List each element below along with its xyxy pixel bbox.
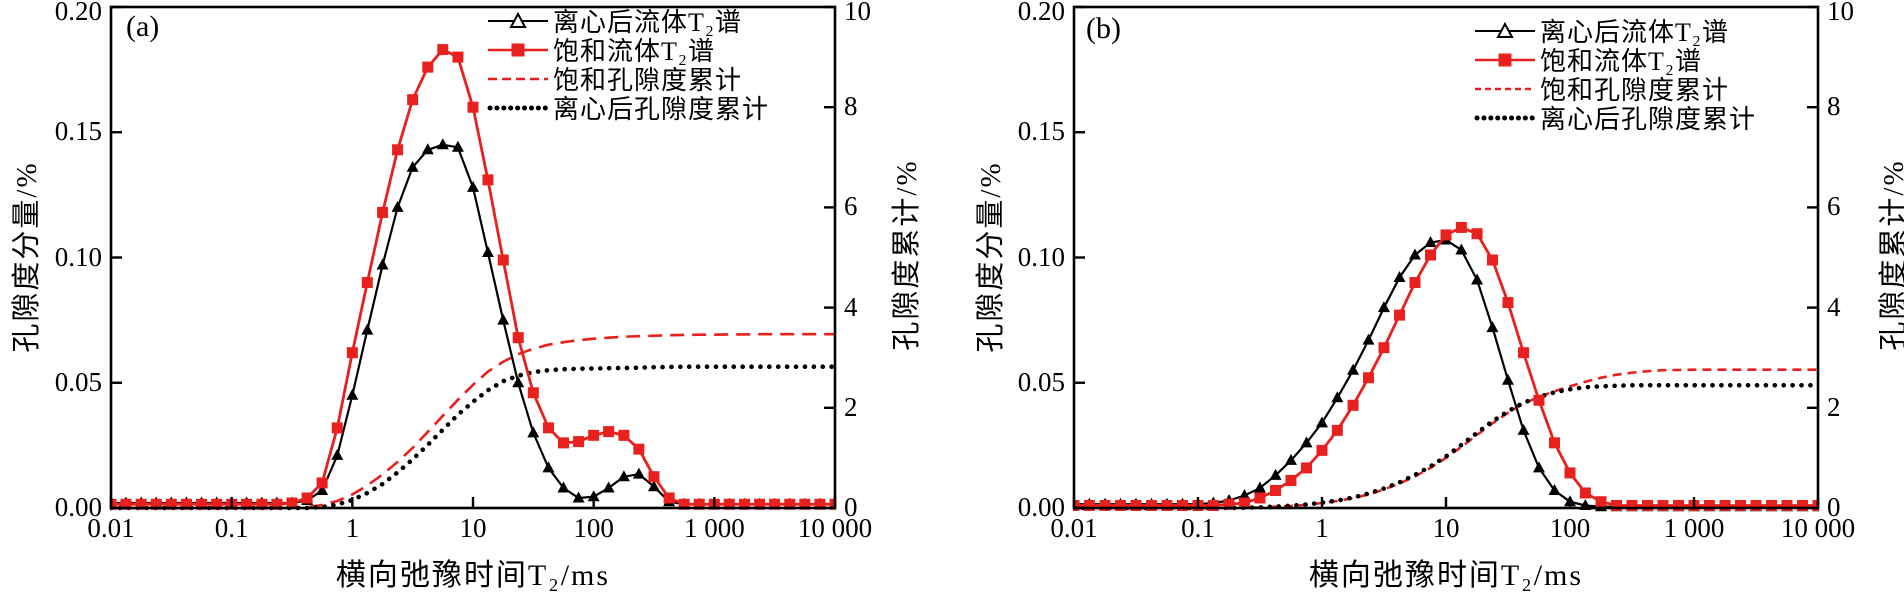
y-right-tick-label: 4 [1827, 291, 1841, 322]
legend-marker-square-line [1475, 53, 1535, 66]
y-right-tick-label: 10 [844, 0, 871, 26]
y-right-tick-label: 4 [844, 291, 858, 322]
y-axis-label-right: 孔隙度累计/% [1878, 159, 1904, 351]
legend-item: 离心后流体T₂谱 [486, 6, 769, 37]
legend-item: 离心后孔隙度累计 [486, 93, 769, 124]
y-right-tick-label: 8 [844, 91, 858, 122]
legend-label: 饱和流体T₂谱 [553, 37, 715, 66]
x-tick-label: 0.01 [87, 513, 135, 543]
x-tick-label: 0.01 [1050, 513, 1098, 543]
legend-item: 饱和孔隙度累计 [1473, 74, 1756, 105]
legend-item: 饱和孔隙度累计 [486, 64, 769, 95]
x-tick-label: 10 [459, 513, 487, 543]
y-left-tick-label: 0.15 [1017, 116, 1065, 147]
legend-item: 饱和流体T₂谱 [1473, 45, 1756, 76]
legend-item: 离心后孔隙度累计 [1473, 103, 1756, 134]
panel-tag: (a) [126, 10, 160, 43]
y-left-tick-label: 0.00 [54, 492, 102, 522]
legend-label: 离心后孔隙度累计 [553, 95, 770, 124]
x-tick-label: 0.1 [1181, 513, 1215, 543]
y-left-tick-label: 0.05 [1017, 366, 1065, 397]
y-right-tick-label: 2 [844, 391, 858, 422]
x-tick-label: 1 000 [1663, 513, 1725, 543]
legend-marker-triangle-line [1475, 21, 1535, 38]
legend-label: 离心后孔隙度累计 [1540, 105, 1757, 134]
legend: 离心后流体T₂谱 饱和流体T₂谱 饱和孔隙度累计 离心后孔隙度累计 [1473, 16, 1756, 134]
panel-b: (b) 孔隙度分量/% 孔隙度累计/% 横向弛豫时间T₂/ms 离心后流体T₂谱… [952, 0, 1904, 601]
legend-label: 离心后流体T₂谱 [1540, 18, 1729, 47]
plot-area-b [1072, 5, 1820, 512]
legend: 离心后流体T₂谱 饱和流体T₂谱 饱和孔隙度累计 离心后孔隙度累计 [486, 6, 769, 124]
legend-marker-dotted-line [487, 105, 550, 110]
legend-marker-square-line [488, 43, 548, 56]
legend-label: 离心后流体T₂谱 [553, 8, 742, 37]
y-left-tick-label: 0.05 [54, 366, 102, 397]
x-tick-label: 1 [1315, 513, 1329, 543]
x-tick-label: 1 [345, 513, 360, 543]
y-left-tick-label: 0.20 [54, 0, 102, 26]
legend-marker-dotted-line [1474, 115, 1537, 120]
x-tick-label: 0.1 [214, 513, 249, 543]
x-tick-label: 100 [573, 513, 614, 543]
y-axis-label-right: 孔隙度累计/% [891, 159, 923, 351]
x-tick-label: 1 000 [683, 513, 745, 543]
y-right-tick-label: 6 [1827, 191, 1841, 222]
x-tick-label: 10 [1432, 513, 1460, 543]
x-tick-label: 100 [1549, 513, 1591, 543]
panel-a: (a) 孔隙度分量/% 孔隙度累计/% 横向弛豫时间T₂/ms 离心后流体T₂谱… [11, 0, 923, 592]
y-right-tick-label: 6 [844, 191, 858, 222]
legend-label: 饱和孔隙度累计 [1540, 76, 1730, 105]
y-left-tick-label: 0.10 [1017, 241, 1065, 272]
y-right-tick-label: 8 [1827, 91, 1841, 122]
x-tick-label: 10 000 [1780, 513, 1856, 543]
legend-item: 离心后流体T₂谱 [1473, 16, 1756, 47]
y-right-tick-label: 10 [1827, 0, 1854, 26]
y-right-tick-label: 0 [844, 492, 858, 522]
y-left-tick-label: 0.00 [1017, 492, 1065, 522]
legend-label: 饱和孔隙度累计 [553, 66, 743, 95]
y-right-tick-label: 0 [1827, 492, 1841, 522]
panel-tag: (b) [1086, 12, 1121, 45]
legend-marker-dashed-line [1475, 87, 1535, 90]
y-axis-label-left: 孔隙度分量/% [11, 161, 43, 353]
y-left-tick-label: 0.10 [54, 241, 102, 272]
legend-marker-triangle-line [488, 11, 548, 28]
x-tick-label: 10 000 [797, 513, 873, 543]
y-left-tick-label: 0.15 [54, 116, 102, 147]
y-right-tick-label: 2 [1827, 391, 1841, 422]
x-axis-label: 横向弛豫时间T₂/ms [335, 559, 611, 592]
y-axis-label-left: 孔隙度分量/% [975, 161, 1007, 353]
legend-label: 饱和流体T₂谱 [1540, 47, 1702, 76]
plot-area-a [109, 5, 837, 511]
legend-marker-dashed-line [488, 77, 548, 80]
x-axis-label: 横向弛豫时间T₂/ms [1308, 559, 1584, 592]
y-left-tick-label: 0.20 [1017, 0, 1065, 26]
legend-item: 饱和流体T₂谱 [486, 35, 769, 66]
